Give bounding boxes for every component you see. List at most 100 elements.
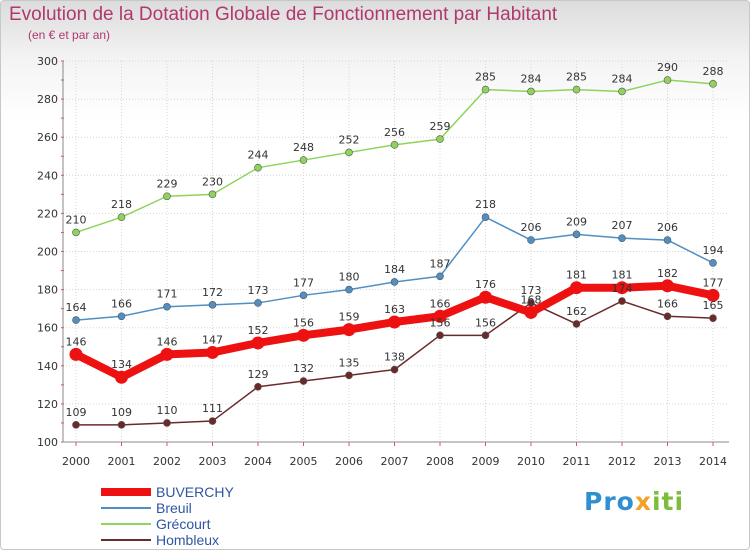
data-label: 147 — [202, 333, 223, 346]
data-point — [481, 85, 490, 94]
data-label: 111 — [202, 402, 223, 415]
data-point — [709, 259, 717, 267]
data-point — [527, 87, 535, 96]
data-label: 184 — [384, 263, 405, 276]
data-label: 206 — [521, 221, 542, 234]
data-point — [390, 278, 399, 286]
data-label: 182 — [657, 267, 678, 280]
data-point — [117, 213, 126, 222]
data-label: 164 — [66, 301, 87, 314]
data-point — [297, 328, 310, 342]
legend-swatch — [101, 523, 151, 525]
legend-label: Grécourt — [156, 516, 211, 532]
data-point — [299, 377, 308, 385]
data-point — [663, 236, 672, 244]
data-label: 285 — [566, 71, 587, 84]
data-label: 132 — [293, 362, 314, 375]
data-point — [208, 301, 217, 309]
data-label: 172 — [202, 286, 223, 299]
data-label: 230 — [202, 175, 223, 188]
data-point — [254, 163, 262, 172]
data-point — [388, 315, 401, 329]
x-tick-label: 2009 — [472, 455, 500, 468]
y-tick-label: 260 — [37, 131, 58, 144]
data-point — [661, 279, 674, 293]
data-point — [163, 192, 171, 201]
data-point — [436, 331, 444, 340]
y-tick-label: 100 — [37, 436, 58, 449]
data-label: 177 — [703, 276, 724, 289]
data-point — [481, 331, 490, 340]
data-label: 146 — [66, 335, 87, 348]
x-tick-label: 2004 — [244, 455, 272, 468]
proxiti-logo: Proxiti — [584, 487, 684, 516]
data-point — [342, 323, 356, 337]
data-point — [254, 382, 262, 391]
data-point — [524, 305, 538, 319]
x-tick-label: 2013 — [654, 455, 682, 468]
logo-part-1: Pro — [584, 487, 635, 516]
data-label: 285 — [475, 71, 496, 84]
data-point — [117, 312, 126, 321]
data-point — [117, 421, 126, 429]
data-point — [663, 76, 672, 84]
data-point — [527, 236, 535, 244]
data-label: 162 — [566, 305, 587, 318]
data-point — [390, 365, 399, 374]
data-label: 187 — [430, 257, 451, 270]
data-point — [251, 336, 265, 350]
data-label: 156 — [293, 316, 314, 329]
data-label: 209 — [566, 215, 587, 228]
legend-swatch — [101, 539, 151, 541]
data-label: 109 — [111, 406, 132, 419]
data-point — [709, 80, 717, 88]
data-point — [570, 281, 583, 295]
data-point — [481, 213, 490, 222]
y-tick-label: 200 — [37, 246, 58, 259]
y-tick-label: 180 — [37, 284, 58, 297]
data-point — [115, 370, 128, 384]
data-label: 166 — [430, 297, 451, 310]
data-label: 146 — [157, 335, 178, 348]
data-label: 174 — [612, 282, 633, 295]
data-label: 176 — [475, 278, 496, 291]
data-label: 165 — [703, 299, 724, 312]
data-label: 129 — [248, 368, 269, 381]
data-label: 156 — [475, 316, 496, 329]
x-tick-label: 2003 — [199, 455, 227, 468]
data-label: 218 — [111, 198, 132, 211]
data-point — [663, 312, 672, 321]
chart-title: Evolution de la Dotation Globale de Fonc… — [9, 4, 558, 25]
data-point — [345, 148, 353, 157]
data-label: 207 — [612, 219, 633, 232]
x-tick-label: 2002 — [153, 455, 181, 468]
x-tick-label: 2010 — [517, 455, 545, 468]
data-label: 163 — [384, 303, 405, 316]
data-label: 180 — [339, 271, 360, 284]
data-label: 181 — [612, 269, 633, 282]
data-point — [345, 371, 353, 380]
y-tick-label: 280 — [37, 93, 58, 106]
data-label: 109 — [66, 406, 87, 419]
data-point — [706, 288, 720, 302]
data-point — [160, 347, 174, 361]
data-label: 256 — [384, 126, 405, 139]
data-point — [618, 87, 626, 96]
data-point — [206, 345, 219, 359]
data-point — [572, 320, 581, 328]
data-label: 290 — [657, 61, 678, 74]
data-point — [163, 419, 171, 427]
data-point — [72, 316, 80, 324]
data-label: 284 — [612, 72, 633, 85]
logo-part-3: iti — [651, 487, 685, 516]
y-tick-label: 220 — [37, 207, 58, 220]
data-label: 173 — [521, 284, 542, 297]
data-point — [72, 228, 80, 237]
chart-subtitle: (en € et par an) — [28, 28, 111, 42]
y-tick-label: 160 — [37, 322, 58, 335]
data-point — [254, 299, 262, 307]
data-point — [163, 302, 171, 311]
data-point — [390, 141, 399, 149]
